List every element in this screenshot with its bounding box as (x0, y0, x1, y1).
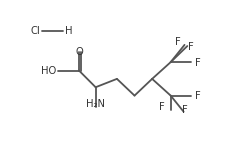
Text: O: O (75, 47, 83, 57)
Text: H₂N: H₂N (86, 99, 105, 109)
Text: F: F (195, 58, 201, 68)
Text: F: F (195, 91, 201, 101)
Text: HO: HO (41, 66, 56, 75)
Text: F: F (159, 102, 165, 112)
Text: F: F (188, 42, 194, 53)
Text: F: F (175, 38, 181, 47)
Text: F: F (182, 105, 187, 115)
Text: Cl: Cl (30, 26, 40, 35)
Text: H: H (65, 26, 73, 35)
